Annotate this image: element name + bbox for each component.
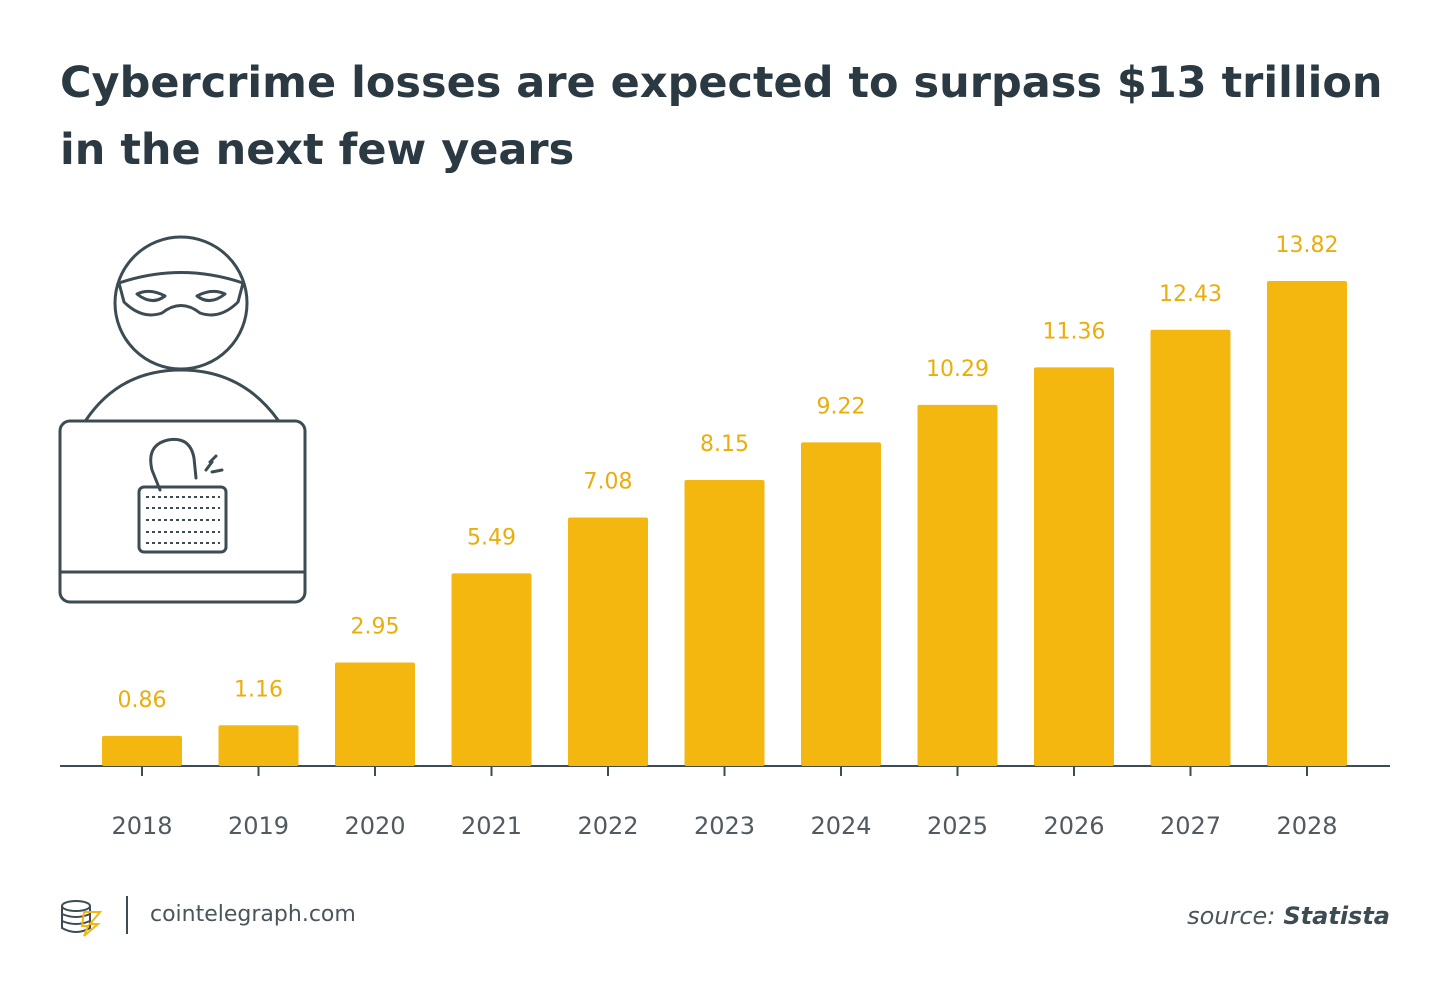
bar	[335, 662, 415, 766]
x-tick-label: 2018	[111, 812, 172, 840]
value-label: 12.43	[1159, 282, 1222, 307]
chart-title: Cybercrime losses are expected to surpas…	[60, 58, 1383, 108]
value-label: 5.49	[467, 525, 516, 550]
x-tick-label: 2022	[577, 812, 638, 840]
x-tick-label: 2026	[1043, 812, 1104, 840]
bar	[218, 725, 299, 766]
source-label: source:	[1187, 902, 1275, 930]
chart-title: in the next few years	[60, 125, 574, 175]
x-tick-label: 2027	[1160, 812, 1221, 840]
bar	[1150, 329, 1231, 766]
value-label: 0.86	[118, 688, 167, 713]
value-label: 7.08	[584, 470, 633, 495]
value-label: 11.36	[1043, 319, 1106, 344]
value-label: 1.16	[234, 677, 283, 702]
bar	[801, 442, 881, 766]
bar	[451, 573, 532, 766]
value-label: 13.82	[1276, 233, 1339, 258]
x-tick-label: 2021	[461, 812, 522, 840]
value-label: 8.15	[700, 432, 749, 457]
x-tick-label: 2020	[344, 812, 405, 840]
source-name: Statista	[1283, 902, 1390, 930]
x-tick-label: 2028	[1276, 812, 1337, 840]
bar	[1267, 281, 1347, 766]
value-label: 9.22	[817, 394, 866, 419]
source-text: source: Statista	[1187, 902, 1390, 930]
value-label: 2.95	[351, 614, 400, 639]
bar	[568, 517, 648, 766]
bar	[102, 735, 182, 766]
x-tick-label: 2024	[810, 812, 871, 840]
brand-logo	[61, 896, 128, 937]
bar	[917, 404, 998, 766]
bar	[684, 479, 765, 766]
brand-name: cointelegraph.com	[150, 902, 356, 927]
x-tick-label: 2019	[228, 812, 289, 840]
x-tick-label: 2023	[694, 812, 755, 840]
bar	[1034, 367, 1114, 766]
x-tick-label: 2025	[927, 812, 988, 840]
value-label: 10.29	[926, 357, 989, 382]
hacker-illustration	[58, 235, 307, 604]
